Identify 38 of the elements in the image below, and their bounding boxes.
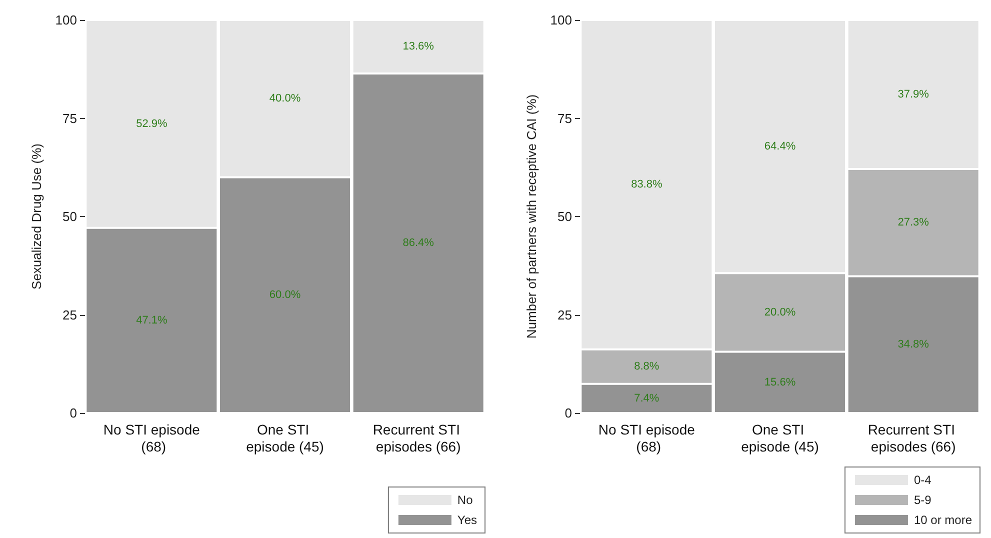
data-label: 64.4% bbox=[764, 140, 796, 153]
data-label: 15.6% bbox=[764, 376, 796, 388]
legend-label: No bbox=[457, 493, 474, 507]
legend-label: 10 or more bbox=[914, 513, 972, 527]
data-label: 52.9% bbox=[136, 118, 168, 130]
y-tick-label: 75 bbox=[62, 110, 77, 126]
legend-label: 0-4 bbox=[914, 473, 932, 487]
y-tick-label: 50 bbox=[558, 209, 572, 224]
data-label: 60.0% bbox=[269, 289, 301, 302]
y-tick-label: 100 bbox=[55, 12, 77, 28]
data-label: 40.0% bbox=[269, 92, 301, 105]
data-label: 13.6% bbox=[402, 40, 434, 53]
x-tick-label: No STI episode (68) bbox=[598, 422, 696, 454]
data-label: 8.8% bbox=[634, 360, 660, 373]
y-tick-label: 25 bbox=[558, 307, 572, 322]
data-label: 83.8% bbox=[631, 178, 662, 191]
data-label: 7.4% bbox=[634, 392, 660, 404]
y-tick-label: 100 bbox=[550, 12, 572, 28]
x-tick-label: Recurrent STI episodes (66) bbox=[868, 422, 959, 454]
legend-label: 5-9 bbox=[914, 493, 932, 507]
data-label: 20.0% bbox=[764, 306, 796, 318]
data-label: 86.4% bbox=[402, 237, 434, 250]
y-tick-label: 75 bbox=[558, 110, 572, 126]
data-label: 27.3% bbox=[898, 216, 930, 229]
y-axis-title: Sexualized Drug Use (%) bbox=[29, 144, 44, 290]
x-tick-label: No STI episode (68) bbox=[103, 422, 200, 454]
data-label: 34.8% bbox=[898, 338, 930, 351]
y-tick-label: 0 bbox=[70, 406, 77, 420]
y-tick-label: 0 bbox=[564, 406, 572, 420]
y-tick-label: 25 bbox=[62, 307, 77, 322]
legend-label: Yes bbox=[457, 513, 477, 527]
x-tick-label: One STI episode (45) bbox=[741, 422, 819, 454]
y-tick-label: 50 bbox=[62, 209, 77, 224]
data-label: 37.9% bbox=[898, 88, 930, 100]
x-tick-label: One STI episode (45) bbox=[246, 422, 324, 454]
data-label: 47.1% bbox=[136, 314, 168, 326]
y-axis-title: Number of partners with receptive CAI (%) bbox=[524, 94, 539, 339]
x-tick-label: Recurrent STI episodes (66) bbox=[372, 422, 464, 454]
